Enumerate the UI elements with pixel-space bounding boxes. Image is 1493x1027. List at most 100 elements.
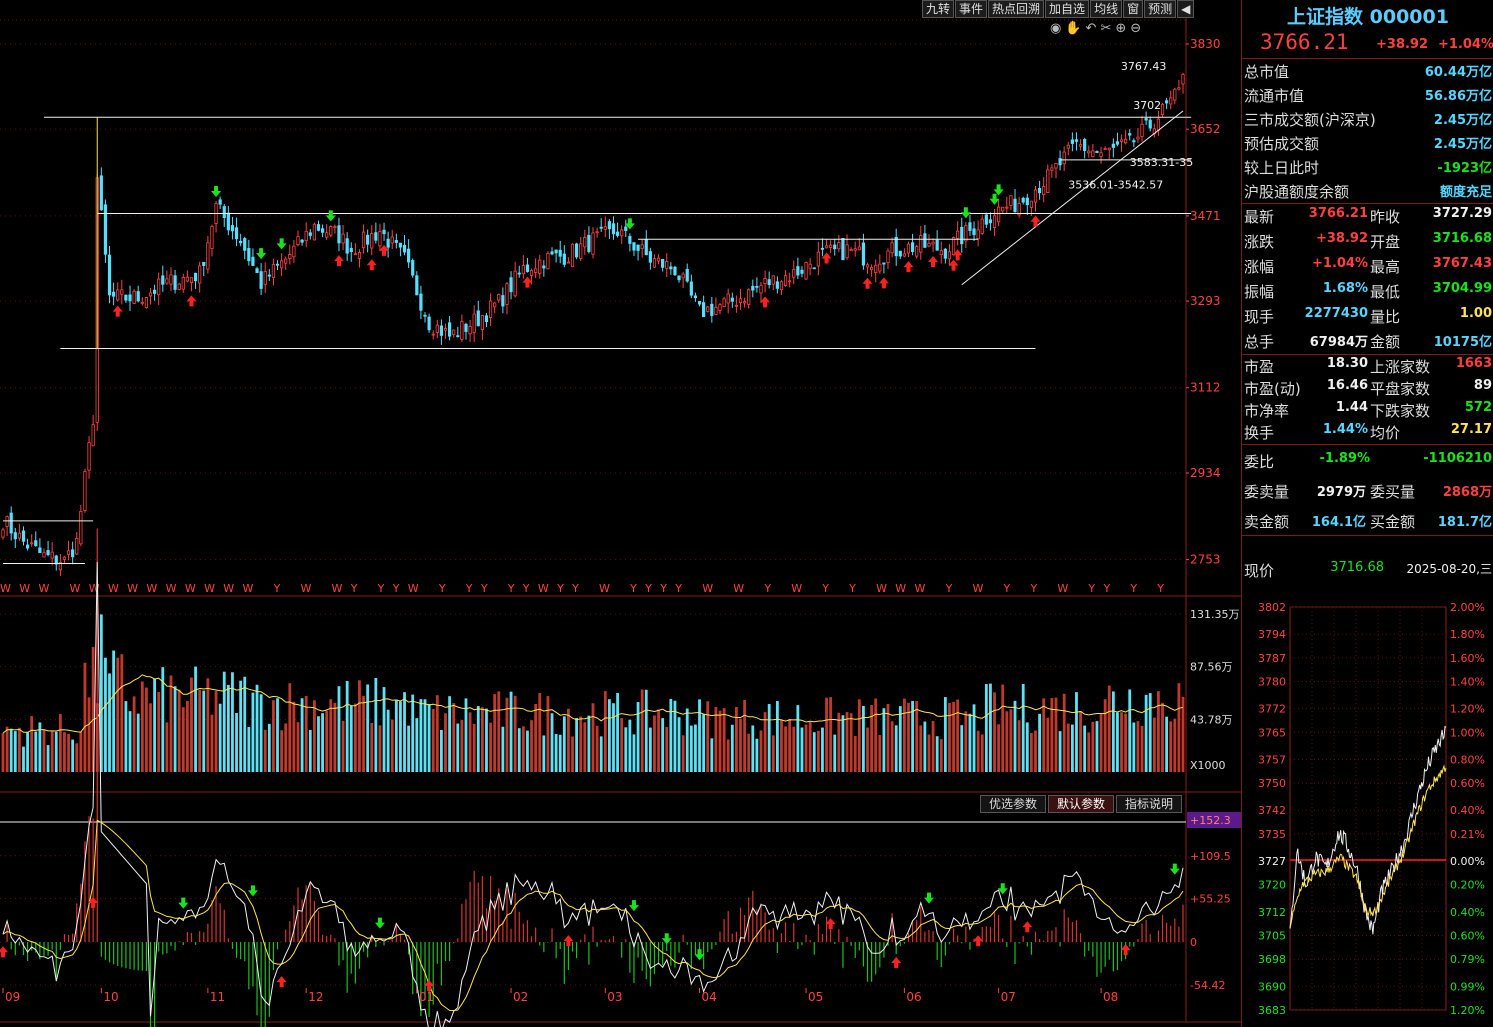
volume-bar: [325, 710, 329, 772]
window-button[interactable]: 窗: [1123, 0, 1144, 18]
candle-body: [972, 228, 976, 236]
order-amount-row: 卖金额 164.1亿 买金额 181.7亿: [1244, 511, 1492, 533]
volume-bar: [42, 729, 46, 772]
price-axis-tick: 3830: [1190, 37, 1221, 51]
add-watchlist-button[interactable]: 加自选: [1045, 0, 1090, 18]
candle: [280, 253, 284, 276]
eye-icon[interactable]: ◉: [1050, 21, 1062, 36]
candle-body: [1177, 87, 1181, 90]
volume-bar: [411, 694, 415, 772]
candle: [997, 199, 1001, 227]
candle: [17, 524, 21, 541]
divider: [1242, 203, 1493, 204]
hot-review-button[interactable]: 热点回溯: [988, 0, 1045, 18]
volume-bar: [616, 693, 619, 772]
candle: [878, 254, 882, 274]
events-button[interactable]: 事件: [955, 0, 988, 18]
candle: [706, 305, 710, 313]
candle-body: [71, 549, 75, 558]
candle: [34, 531, 38, 547]
tab-default-params[interactable]: 默认参数: [1048, 795, 1115, 813]
volume-bar: [550, 713, 554, 772]
candle: [505, 282, 509, 315]
zoom-in-icon[interactable]: ⊕: [1115, 21, 1127, 36]
volume-bar: [960, 725, 964, 772]
candle-body: [472, 313, 476, 333]
candle: [173, 269, 177, 294]
zoom-out-icon[interactable]: ⊖: [1130, 21, 1142, 36]
candle-body: [501, 295, 505, 307]
volume-bar: [497, 691, 501, 772]
candle-body: [165, 278, 169, 284]
candle-body: [21, 530, 26, 542]
candle-body: [898, 250, 902, 257]
quote-label: 量比: [1370, 308, 1401, 326]
candle-body: [693, 295, 698, 299]
ma-button[interactable]: 均线: [1090, 0, 1123, 18]
volume-bar: [1013, 700, 1017, 772]
candle-body: [1025, 197, 1029, 206]
candle: [218, 196, 222, 210]
intraday-pct-tick: 0.60%: [1450, 929, 1485, 942]
volume-bar: [526, 730, 529, 772]
candle-body: [767, 279, 771, 286]
market-row: 市盈 18.30 上涨家数 1663: [1244, 356, 1492, 378]
candle: [288, 244, 292, 265]
tab-indicator-help[interactable]: 指标说明: [1116, 795, 1183, 813]
collapse-panel-button[interactable]: ◀: [1177, 0, 1195, 18]
chart-tools: ◉ ✋ ↶ ✂ ⊕ ⊖: [1050, 21, 1141, 36]
candle: [611, 216, 616, 240]
volume-bar: [943, 697, 947, 772]
candle-body: [402, 244, 407, 253]
candle-body: [75, 537, 79, 555]
candle: [1160, 102, 1165, 118]
forecast-button[interactable]: 预测: [1144, 0, 1177, 18]
candle-body: [38, 547, 42, 553]
indicator-buy-arrow: [88, 896, 99, 908]
undo-icon[interactable]: ↶: [1085, 21, 1097, 36]
candle: [1054, 162, 1058, 179]
candle: [83, 468, 87, 513]
intraday-price-tick: 3780: [1258, 676, 1286, 689]
volume-axis-tick: 87.56万: [1190, 661, 1233, 674]
volume-bar: [735, 707, 738, 772]
candle-body: [800, 269, 804, 274]
candle: [42, 548, 46, 558]
volume-bar: [694, 724, 697, 772]
candle: [931, 238, 935, 253]
candle-body: [271, 264, 276, 278]
scissors-icon[interactable]: ✂: [1100, 21, 1112, 36]
hand-icon[interactable]: ✋: [1065, 21, 1082, 36]
candle-body: [587, 234, 591, 252]
volume-bar: [1087, 732, 1091, 772]
candle: [222, 203, 226, 227]
intraday-pct-tick: 0.99%: [1450, 980, 1485, 993]
tab-optimal-params[interactable]: 优选参数: [980, 795, 1047, 813]
candle-body: [9, 512, 13, 534]
volume-bar: [743, 700, 746, 772]
candle-body: [968, 222, 972, 231]
candle: [157, 272, 161, 305]
candle: [62, 555, 67, 563]
candle-body: [1156, 118, 1161, 131]
quote-value: 67984万: [1309, 335, 1368, 350]
volume-bar: [1099, 714, 1103, 772]
candle: [702, 295, 706, 318]
sell-signal-arrow: [960, 207, 971, 219]
candle-body: [542, 265, 546, 269]
candle-body: [1099, 152, 1103, 157]
candle: [480, 315, 484, 340]
sell-signal-arrow: [276, 238, 287, 250]
candle-body: [714, 306, 718, 315]
nine-turn-button[interactable]: 九转: [922, 0, 955, 18]
candle-body: [161, 275, 165, 285]
volume-bar: [894, 725, 898, 772]
indicator-sell-arrow: [628, 900, 639, 912]
market-label: 换手: [1244, 424, 1275, 442]
candle: [517, 265, 521, 278]
candle: [771, 275, 775, 291]
intraday-price-tick: 3765: [1258, 726, 1286, 739]
quote-value: 1.00: [1459, 306, 1492, 321]
candle: [394, 233, 398, 249]
